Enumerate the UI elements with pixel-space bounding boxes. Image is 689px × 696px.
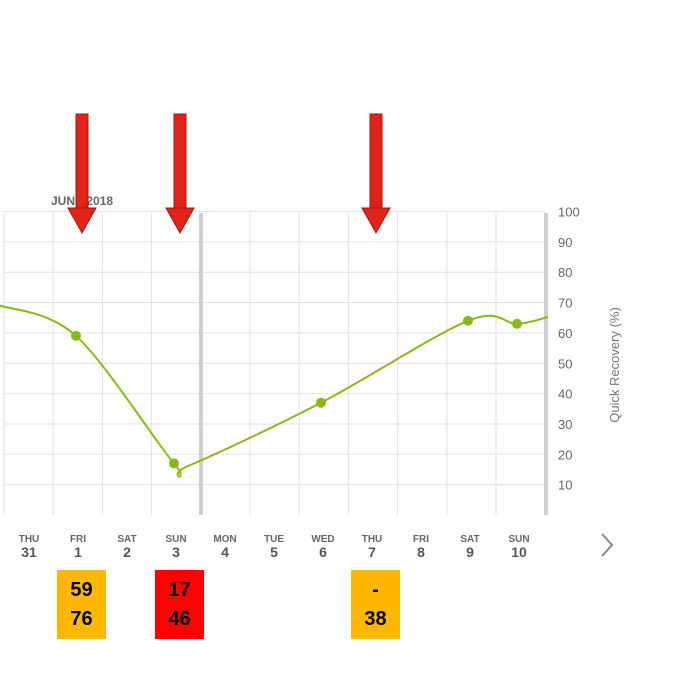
down-arrow-icon	[361, 207, 391, 235]
data-point[interactable]	[512, 318, 522, 329]
arrow-shaft	[75, 113, 89, 212]
y-tick-label: 70	[558, 296, 572, 311]
x-tick-date: 2	[123, 544, 131, 560]
y-tick-label: 10	[558, 478, 572, 493]
series-line	[0, 304, 549, 478]
x-tick-dow: THU	[362, 534, 383, 545]
y-axis: 10 20 30 40 50 60 70 80 90 100	[558, 205, 580, 493]
y-axis-label: Quick Recovery (%)	[607, 307, 622, 423]
recovery-series	[0, 304, 549, 478]
y-tick-label: 40	[558, 387, 572, 402]
y-tick-label: 100	[558, 205, 580, 220]
x-tick-dow: SUN	[508, 534, 529, 545]
data-point[interactable]	[71, 330, 81, 341]
y-tick-label: 60	[558, 326, 572, 341]
x-tick-date: 9	[466, 544, 474, 560]
x-tick-date: 7	[368, 544, 376, 560]
x-axis: THU31FRI1SAT2SUN3MON4TUE5WED6THU7FRI8SAT…	[19, 534, 530, 560]
data-point[interactable]	[316, 397, 326, 408]
x-tick-dow: WED	[311, 534, 334, 545]
x-tick-date: 6	[319, 544, 327, 560]
x-tick-dow: MON	[213, 534, 236, 545]
x-tick-date: 1	[74, 544, 82, 560]
chart-grid	[3, 211, 548, 515]
data-point[interactable]	[169, 458, 179, 469]
x-tick-dow: TUE	[264, 534, 284, 545]
x-tick-date: 31	[21, 544, 37, 560]
y-tick-label: 50	[558, 356, 572, 371]
down-arrow-icon	[165, 207, 195, 235]
arrow-shaft	[369, 113, 383, 212]
y-tick-label: 30	[558, 417, 572, 432]
x-tick-dow: THU	[19, 534, 40, 545]
down-arrow-icon	[67, 207, 97, 235]
x-tick-date: 3	[172, 544, 180, 560]
y-tick-label: 90	[558, 235, 572, 250]
annotation-arrows	[67, 113, 391, 235]
x-tick-date: 5	[270, 544, 278, 560]
x-tick-dow: SAT	[117, 534, 136, 545]
x-tick-dow: FRI	[70, 534, 86, 545]
x-tick-dow: FRI	[413, 534, 429, 545]
y-tick-label: 20	[558, 447, 572, 462]
x-tick-date: 4	[221, 544, 229, 560]
x-tick-date: 10	[511, 544, 527, 560]
y-tick-label: 80	[558, 265, 572, 280]
x-tick-dow: SUN	[165, 534, 186, 545]
x-tick-date: 8	[417, 544, 425, 560]
data-point[interactable]	[463, 315, 473, 326]
arrow-shaft	[173, 113, 187, 212]
chevron-right-icon[interactable]	[601, 533, 614, 557]
x-tick-dow: SAT	[460, 534, 479, 545]
